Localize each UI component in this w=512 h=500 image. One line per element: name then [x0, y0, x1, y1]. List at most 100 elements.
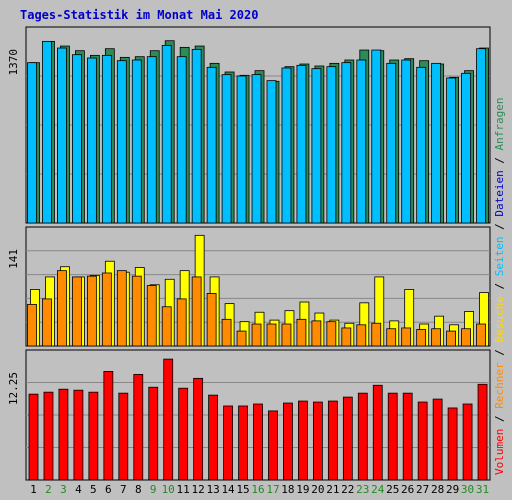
bar-volumen — [462, 403, 473, 481]
legend-separator: / — [493, 150, 506, 170]
bar-besuche — [461, 328, 471, 347]
bar-volumen — [58, 388, 69, 481]
bar-seiten — [281, 67, 292, 224]
legend-item-volumen: Volumen — [493, 429, 506, 475]
x-tick-label: 28 — [431, 483, 444, 496]
bar-seiten — [341, 62, 352, 224]
panel-middle: 141 — [7, 226, 491, 347]
bar-besuche — [386, 328, 397, 347]
bar-seiten — [42, 40, 52, 224]
legend-item-dateien: Dateien — [493, 170, 506, 216]
x-tick-label: 19 — [296, 483, 309, 496]
legend-text: Volumen / Rechner / Besuche / Seiten / D… — [493, 97, 506, 475]
legend-separator: / — [493, 276, 506, 296]
bar-seiten — [326, 66, 337, 224]
bar-volumen — [163, 358, 174, 481]
bar-seiten — [296, 64, 307, 224]
x-tick-label: 30 — [461, 483, 474, 496]
x-tick-label: 13 — [206, 483, 219, 496]
bar-seiten — [72, 54, 82, 224]
bar-besuche — [356, 324, 367, 347]
chart-panels: 1370 141 12.25 — [7, 26, 491, 481]
bar-volumen — [253, 403, 263, 481]
bar-volumen — [118, 392, 129, 481]
bar-seiten — [221, 74, 232, 224]
x-tick-label: 22 — [341, 483, 354, 496]
bar-volumen — [178, 387, 189, 481]
bar-besuche — [116, 270, 127, 347]
x-tick-label: 26 — [401, 483, 414, 496]
bar-besuche — [476, 323, 486, 347]
x-tick-label: 20 — [311, 483, 324, 496]
bar-besuche — [27, 304, 37, 347]
bar-seiten — [461, 72, 471, 224]
bar-seiten — [446, 77, 456, 224]
bar-besuche — [131, 275, 142, 347]
bar-besuche — [341, 327, 352, 347]
bar-volumen — [208, 394, 219, 481]
bar-volumen — [43, 391, 54, 481]
bar-volumen — [342, 396, 353, 481]
bar-volumen — [103, 371, 114, 481]
legend-separator: / — [493, 217, 506, 237]
bar-volumen — [148, 386, 159, 481]
bar-besuche — [57, 270, 67, 347]
legend-separator: / — [493, 409, 506, 429]
y-tick-label: 12.25 — [7, 372, 20, 405]
chart-title: Tages-Statistik im Monat Mai 2020 — [20, 8, 258, 22]
bar-volumen — [477, 383, 488, 481]
bar-besuche — [326, 321, 337, 347]
bar-volumen — [357, 392, 368, 481]
x-tick-label: 8 — [135, 483, 142, 496]
panel-top: 1370 — [7, 26, 491, 224]
x-tick-label: 18 — [281, 483, 294, 496]
bar-seiten — [266, 80, 277, 224]
bar-besuche — [401, 327, 412, 347]
bar-seiten — [401, 59, 412, 224]
bar-besuche — [236, 330, 247, 347]
y-tick-label: 141 — [7, 249, 20, 269]
x-tick-label: 29 — [446, 483, 459, 496]
bar-seiten — [116, 60, 127, 224]
bar-besuche — [176, 298, 187, 347]
bar-besuche — [371, 322, 382, 347]
bar-volumen — [73, 389, 84, 481]
bar-volumen — [88, 391, 99, 481]
bar-seiten — [57, 47, 67, 224]
x-tick-label: 6 — [105, 483, 112, 496]
bar-seiten — [206, 66, 217, 224]
x-tick-label: 5 — [90, 483, 97, 496]
bar-seiten — [146, 56, 157, 224]
bar-volumen — [312, 401, 323, 481]
x-axis-labels: 1 2 3 4 5 6 7 8 9 10 11 12 13 14 15 16 17 18 19 20 21 22 23 24 2… — [30, 483, 489, 496]
bar-seiten — [101, 54, 112, 224]
bar-seiten — [356, 59, 367, 224]
bar-besuche — [221, 318, 232, 347]
x-tick-label: 10 — [162, 483, 175, 496]
bar-volumen — [133, 373, 144, 481]
bar-seiten — [251, 74, 262, 224]
legend-item-anfragen: Anfragen — [493, 97, 506, 150]
x-tick-label: 21 — [326, 483, 339, 496]
bar-volumen — [417, 401, 428, 481]
x-tick-label: 7 — [120, 483, 127, 496]
bar-besuche — [416, 329, 427, 347]
x-tick-label: 14 — [221, 483, 235, 496]
bar-volumen — [447, 407, 458, 481]
bar-besuche — [266, 323, 277, 347]
legend-item-besuche: Besuche — [493, 296, 506, 342]
x-tick-label: 12 — [192, 483, 205, 496]
bar-seiten — [191, 48, 202, 224]
bar-seiten — [236, 75, 247, 224]
bar-seiten — [161, 44, 172, 224]
x-tick-label: 1 — [30, 483, 37, 496]
bar-seiten — [416, 66, 427, 224]
bar-seiten — [176, 56, 187, 224]
bar-besuche — [146, 285, 157, 347]
bar-besuche — [446, 330, 456, 347]
y-tick-label: 1370 — [7, 49, 20, 76]
bar-besuche — [42, 298, 52, 347]
bar-seiten — [27, 62, 37, 224]
